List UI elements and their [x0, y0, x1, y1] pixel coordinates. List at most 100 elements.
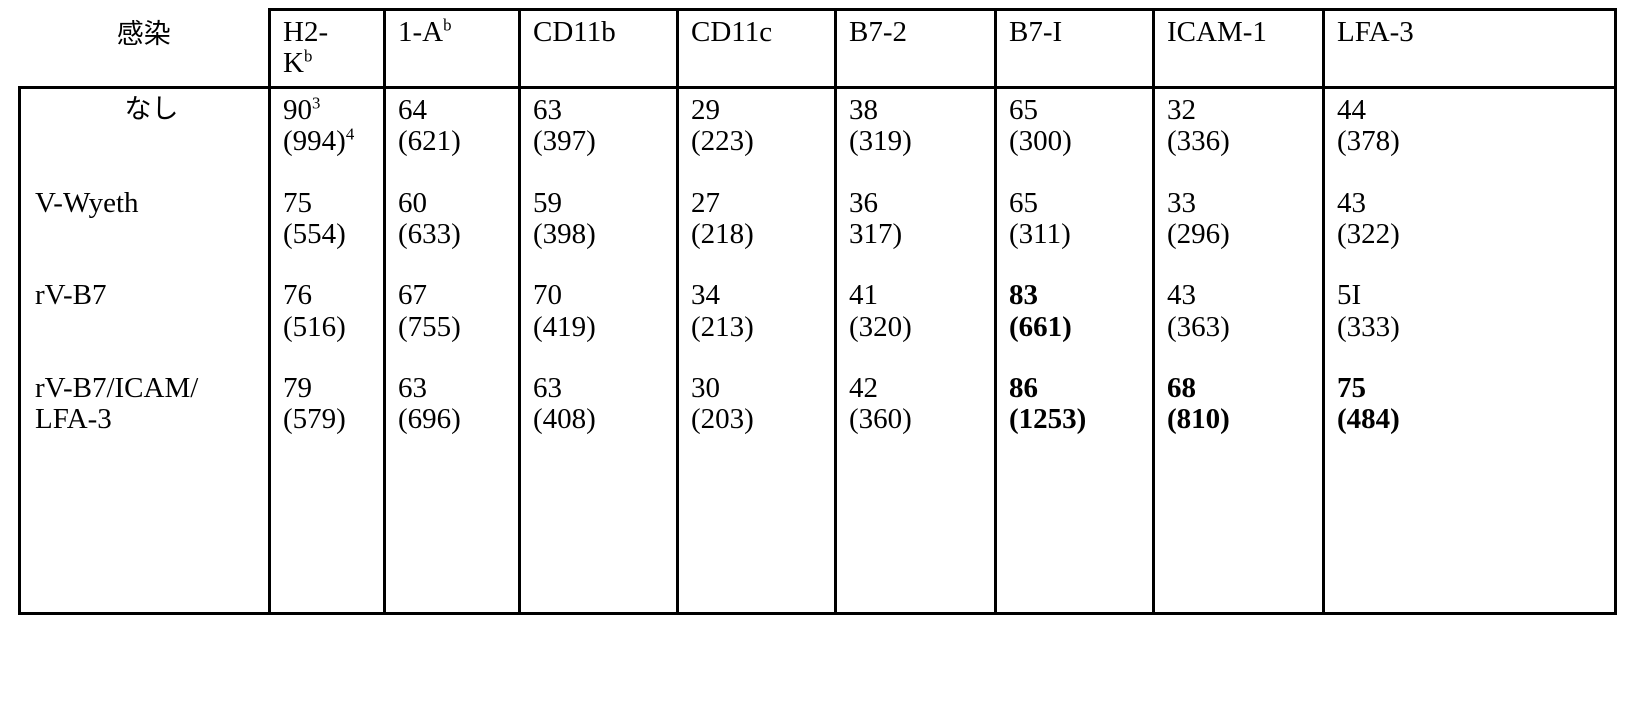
cell-none-b71: 65 (300) — [996, 88, 1154, 176]
cell-paren: (319) — [849, 126, 994, 157]
cell-value: 43 — [1167, 280, 1322, 311]
cell-paren: (696) — [398, 404, 518, 435]
column-header-cd11c: CD11c — [678, 10, 836, 88]
column-header-iab-text: 1-A — [398, 16, 443, 48]
row-label-none: なし — [20, 88, 270, 176]
cell-vwyeth-cd11c: 27 (218) — [678, 176, 836, 269]
cell-paren: (378) — [1337, 126, 1614, 157]
filler-cell — [20, 454, 270, 614]
column-header-h2kb-line1: H2- — [283, 17, 383, 48]
column-header-b72: B7-2 — [836, 10, 996, 88]
table-empty-filler-row — [20, 454, 1616, 614]
row-label-rv-b7-icam-lfa3: rV-B7/ICAM/ LFA-3 — [20, 361, 270, 454]
cell-paren: (994)4 — [283, 126, 383, 157]
row-label-rv-b7-line1: rV-B7 — [35, 280, 268, 311]
cell-value: 67 — [398, 280, 518, 311]
header-row: 感染 H2- Kb 1-Ab CD11b CD11c B7-2 — [20, 10, 1616, 88]
cell-paren: (661) — [1009, 312, 1152, 343]
column-header-iab: 1-Ab — [385, 10, 520, 88]
column-header-lfa3: LFA-3 — [1324, 10, 1616, 88]
cell-rvb7-iab: 67 (755) — [385, 268, 520, 361]
table-row: rV-B7/ICAM/ LFA-3 79 (579) 63 (696) 63 (… — [20, 361, 1616, 454]
cell-value: 36 — [849, 188, 994, 219]
cell-paren: (296) — [1167, 219, 1322, 250]
cell-vwyeth-h2kb: 75 (554) — [270, 176, 385, 269]
cell-paren: (300) — [1009, 126, 1152, 157]
cell-combo-b72: 42 (360) — [836, 361, 996, 454]
cell-rvb7-cd11c: 34 (213) — [678, 268, 836, 361]
cell-vwyeth-cd11b: 59 (398) — [520, 176, 678, 269]
flow-cytometry-table: 感染 H2- Kb 1-Ab CD11b CD11c B7-2 — [18, 8, 1617, 615]
column-header-b72-label: B7-2 — [849, 17, 994, 48]
cell-combo-icam1: 68 (810) — [1154, 361, 1324, 454]
cell-paren: (360) — [849, 404, 994, 435]
column-header-h2kb-line2: Kb — [283, 48, 383, 79]
column-header-cd11c-label: CD11c — [691, 17, 834, 48]
cell-paren: (333) — [1337, 312, 1614, 343]
cell-combo-cd11c: 30 (203) — [678, 361, 836, 454]
column-header-infection: 感染 — [20, 10, 270, 88]
cell-value: 75 — [283, 188, 383, 219]
cell-value-sup: 3 — [312, 93, 320, 112]
cell-rvb7-b72: 41 (320) — [836, 268, 996, 361]
cell-combo-h2kb: 79 (579) — [270, 361, 385, 454]
cell-value: 30 — [691, 373, 834, 404]
cell-paren: (336) — [1167, 126, 1322, 157]
cell-value: 44 — [1337, 95, 1614, 126]
cell-paren: (755) — [398, 312, 518, 343]
cell-value: 34 — [691, 280, 834, 311]
cell-value: 83 — [1009, 280, 1152, 311]
cell-rvb7-cd11b: 70 (419) — [520, 268, 678, 361]
cell-paren: (223) — [691, 126, 834, 157]
cell-value: 41 — [849, 280, 994, 311]
cell-paren: (398) — [533, 219, 676, 250]
cell-vwyeth-lfa3: 43 (322) — [1324, 176, 1616, 269]
column-header-cd11b-label: CD11b — [533, 17, 676, 48]
cell-paren: (516) — [283, 312, 383, 343]
cell-rvb7-b71: 83 (661) — [996, 268, 1154, 361]
cell-paren: (1253) — [1009, 404, 1152, 435]
row-label-rv-b7-icam-lfa3-line2: LFA-3 — [35, 404, 268, 435]
cell-combo-lfa3: 75 (484) — [1324, 361, 1616, 454]
cell-paren: (633) — [398, 219, 518, 250]
cell-paren-text: (994) — [283, 125, 346, 157]
filler-cell — [678, 454, 836, 614]
column-header-icam1-label: ICAM-1 — [1167, 17, 1322, 48]
cell-value-text: 90 — [283, 94, 312, 126]
cell-vwyeth-b72: 36 317) — [836, 176, 996, 269]
cell-value: 63 — [533, 95, 676, 126]
cell-combo-b71: 86 (1253) — [996, 361, 1154, 454]
cell-value: 33 — [1167, 188, 1322, 219]
cell-value: 70 — [533, 280, 676, 311]
cell-none-h2kb: 903 (994)4 — [270, 88, 385, 176]
cell-value: 903 — [283, 95, 383, 126]
cell-value: 75 — [1337, 373, 1614, 404]
cell-value: 59 — [533, 188, 676, 219]
row-label-v-wyeth: V-Wyeth — [20, 176, 270, 269]
cell-none-cd11c: 29 (223) — [678, 88, 836, 176]
cell-value: 79 — [283, 373, 383, 404]
column-header-b71-label: B7-I — [1009, 17, 1152, 48]
table-row: なし 903 (994)4 64 (621) 63 (397) 29 (223) — [20, 88, 1616, 176]
row-label-v-wyeth-line1: V-Wyeth — [35, 188, 268, 219]
column-header-h2kb-line2-text: K — [283, 47, 304, 79]
cell-none-b72: 38 (319) — [836, 88, 996, 176]
cell-value: 65 — [1009, 188, 1152, 219]
cell-value: 43 — [1337, 188, 1614, 219]
cell-value: 63 — [398, 373, 518, 404]
cell-vwyeth-b71: 65 (311) — [996, 176, 1154, 269]
cell-value: 65 — [1009, 95, 1152, 126]
filler-cell — [1154, 454, 1324, 614]
column-header-iab-sup: b — [443, 15, 451, 34]
cell-paren: (320) — [849, 312, 994, 343]
column-header-b71: B7-I — [996, 10, 1154, 88]
row-label-rv-b7: rV-B7 — [20, 268, 270, 361]
cell-value: 76 — [283, 280, 383, 311]
cell-none-cd11b: 63 (397) — [520, 88, 678, 176]
cell-paren: (579) — [283, 404, 383, 435]
cell-rvb7-icam1: 43 (363) — [1154, 268, 1324, 361]
cell-value: 38 — [849, 95, 994, 126]
cell-paren: (408) — [533, 404, 676, 435]
column-header-icam1: ICAM-1 — [1154, 10, 1324, 88]
cell-paren: (363) — [1167, 312, 1322, 343]
